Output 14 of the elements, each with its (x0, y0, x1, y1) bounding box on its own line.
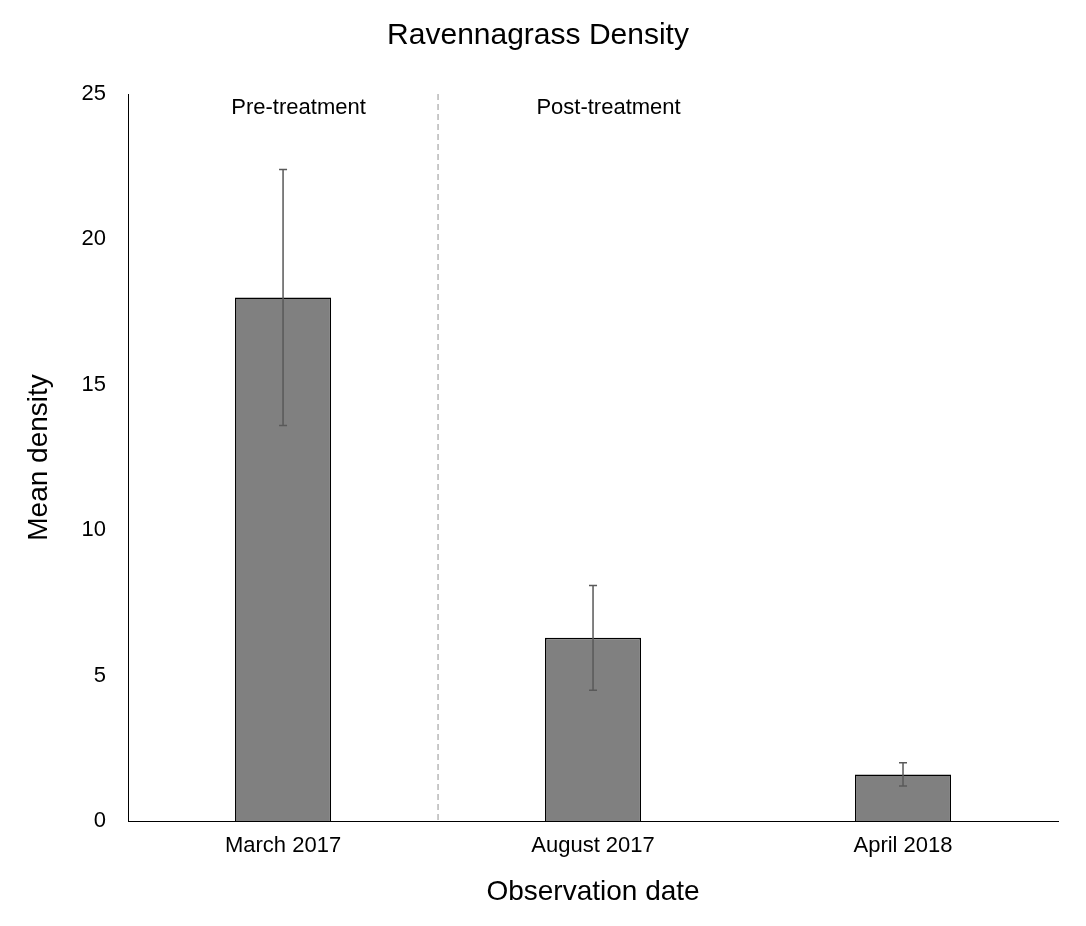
y-tick-label: 0 (93, 807, 107, 833)
y-tick-label: 15 (81, 370, 107, 396)
y-tick-label: 25 (81, 80, 107, 106)
annotation: Pre-treatment (231, 94, 366, 120)
x-tick-label: March 2017 (224, 832, 342, 858)
annotation: Post-treatment (536, 94, 681, 120)
x-axis-title: Observation date (486, 874, 700, 906)
y-tick-label: 20 (81, 225, 107, 251)
x-tick-label: April 2018 (853, 832, 953, 858)
y-tick-label: 10 (81, 516, 107, 542)
y-axis-title: Mean density (21, 374, 53, 541)
y-tick-label: 5 (93, 661, 107, 687)
x-tick-label: August 2017 (531, 832, 655, 858)
chart-title: Ravennagrass Density (387, 17, 689, 51)
